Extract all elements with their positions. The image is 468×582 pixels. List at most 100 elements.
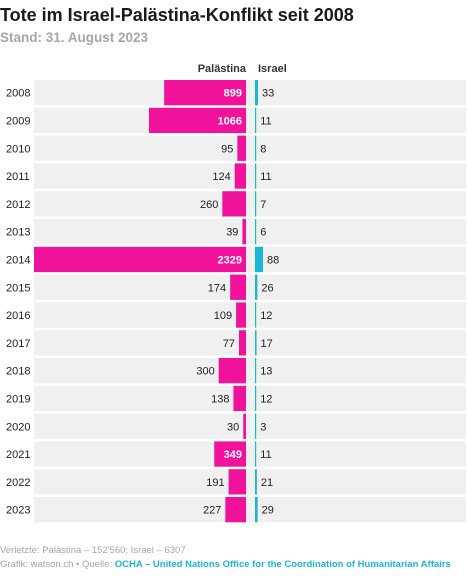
palestine-bar <box>34 246 246 273</box>
israel-bar <box>255 107 257 134</box>
israel-value-label: 13 <box>260 366 272 378</box>
israel-bar <box>255 135 257 161</box>
israel-bar <box>255 358 257 384</box>
row-background <box>34 135 466 161</box>
israel-value-label: 12 <box>260 393 272 405</box>
series-header-israel: Israel <box>258 63 287 75</box>
palestine-bar <box>218 358 246 384</box>
israel-value-label: 11 <box>260 115 271 127</box>
israel-bar <box>255 497 258 523</box>
israel-value-label: 26 <box>261 282 273 294</box>
israel-value-label: 11 <box>260 449 271 461</box>
israel-value-label: 3 <box>260 421 266 433</box>
palestine-value-label: 77 <box>223 338 235 350</box>
chart-title: Tote im Israel-Palästina-Konflikt seit 2… <box>0 5 354 25</box>
israel-bar <box>255 302 257 328</box>
year-label: 2022 <box>6 477 30 489</box>
year-label: 2010 <box>6 143 30 155</box>
palestine-value-label: 109 <box>214 310 232 322</box>
year-label: 2020 <box>6 421 30 433</box>
israel-value-label: 8 <box>260 143 266 155</box>
palestine-bar <box>236 302 246 328</box>
row-background <box>34 191 466 217</box>
palestine-bar <box>242 219 246 245</box>
israel-bar <box>255 219 257 245</box>
row-background <box>34 441 466 467</box>
palestine-value-label: 227 <box>203 505 221 517</box>
year-label: 2013 <box>6 227 30 239</box>
year-label: 2012 <box>6 199 30 211</box>
palestine-value-label: 191 <box>206 477 224 489</box>
palestine-value-label: 300 <box>196 366 214 378</box>
israel-value-label: 11 <box>260 171 271 183</box>
palestine-value-label: 1066 <box>218 115 242 127</box>
credit-line: Grafik: watson.ch • Quelle: OCHA – Unite… <box>0 558 468 571</box>
row-background <box>34 413 466 439</box>
year-label: 2009 <box>6 115 30 127</box>
israel-value-label: 7 <box>260 199 266 211</box>
palestine-bar <box>225 497 246 523</box>
israel-value-label: 29 <box>262 505 274 517</box>
israel-value-label: 21 <box>261 477 273 489</box>
year-label: 2011 <box>6 171 30 183</box>
row-background <box>34 80 466 106</box>
row-background <box>34 358 466 384</box>
palestine-value-label: 39 <box>226 227 238 239</box>
row-background <box>34 274 466 300</box>
year-label: 2019 <box>6 393 30 405</box>
row-background <box>34 497 466 523</box>
israel-bar <box>255 163 257 189</box>
palestine-value-label: 2329 <box>218 254 242 266</box>
palestine-bar <box>214 441 246 467</box>
palestine-value-label: 260 <box>200 199 218 211</box>
row-background <box>34 302 466 328</box>
palestine-value-label: 349 <box>224 449 242 461</box>
source-link[interactable]: OCHA – United Nations Office for the Coo… <box>114 559 451 570</box>
row-background <box>34 330 466 356</box>
palestine-value-label: 124 <box>212 171 230 183</box>
palestine-bar <box>233 385 246 412</box>
diverging-bar-chart: 2008 899 33 2009 1066 11 2010 95 8 2011 124 11 2012 2… <box>6 80 466 523</box>
injured-note: Verletzte: Palästina – 152'560; Israel –… <box>0 545 186 556</box>
series-header-palestine: Palästina <box>197 63 246 75</box>
israel-value-label: 33 <box>262 88 274 100</box>
year-label: 2021 <box>6 449 30 461</box>
israel-value-label: 88 <box>267 254 279 266</box>
row-background <box>34 469 466 495</box>
row-background <box>34 219 466 245</box>
palestine-value-label: 95 <box>221 143 233 155</box>
israel-bar <box>255 441 257 467</box>
israel-bar <box>255 385 257 412</box>
year-label: 2016 <box>6 310 30 322</box>
palestine-bar <box>228 469 246 495</box>
year-label: 2015 <box>6 282 30 294</box>
israel-bar <box>255 80 258 106</box>
palestine-value-label: 174 <box>208 282 226 294</box>
israel-bar <box>255 191 257 217</box>
israel-bar <box>255 330 257 356</box>
israel-value-label: 12 <box>260 310 272 322</box>
israel-value-label: 6 <box>260 227 266 239</box>
palestine-bar <box>164 80 246 106</box>
palestine-bar <box>243 413 246 439</box>
year-label: 2023 <box>6 505 30 517</box>
palestine-value-label: 138 <box>211 393 229 405</box>
palestine-bar <box>238 330 246 356</box>
israel-bar <box>255 274 258 300</box>
palestine-bar <box>230 274 246 300</box>
palestine-bar <box>234 163 246 189</box>
palestine-value-label: 30 <box>227 421 239 433</box>
row-background <box>34 163 466 189</box>
israel-bar <box>255 413 257 439</box>
row-background <box>34 385 466 412</box>
palestine-bar <box>148 107 246 134</box>
credit-prefix: Grafik: watson.ch • Quelle: <box>0 559 115 570</box>
palestine-value-label: 899 <box>224 88 242 100</box>
israel-bar <box>255 246 263 273</box>
palestine-bar <box>222 191 246 217</box>
row-background <box>34 107 466 134</box>
palestine-bar <box>237 135 246 161</box>
israel-bar <box>255 469 257 495</box>
year-label: 2014 <box>6 254 30 266</box>
year-label: 2018 <box>6 366 30 378</box>
